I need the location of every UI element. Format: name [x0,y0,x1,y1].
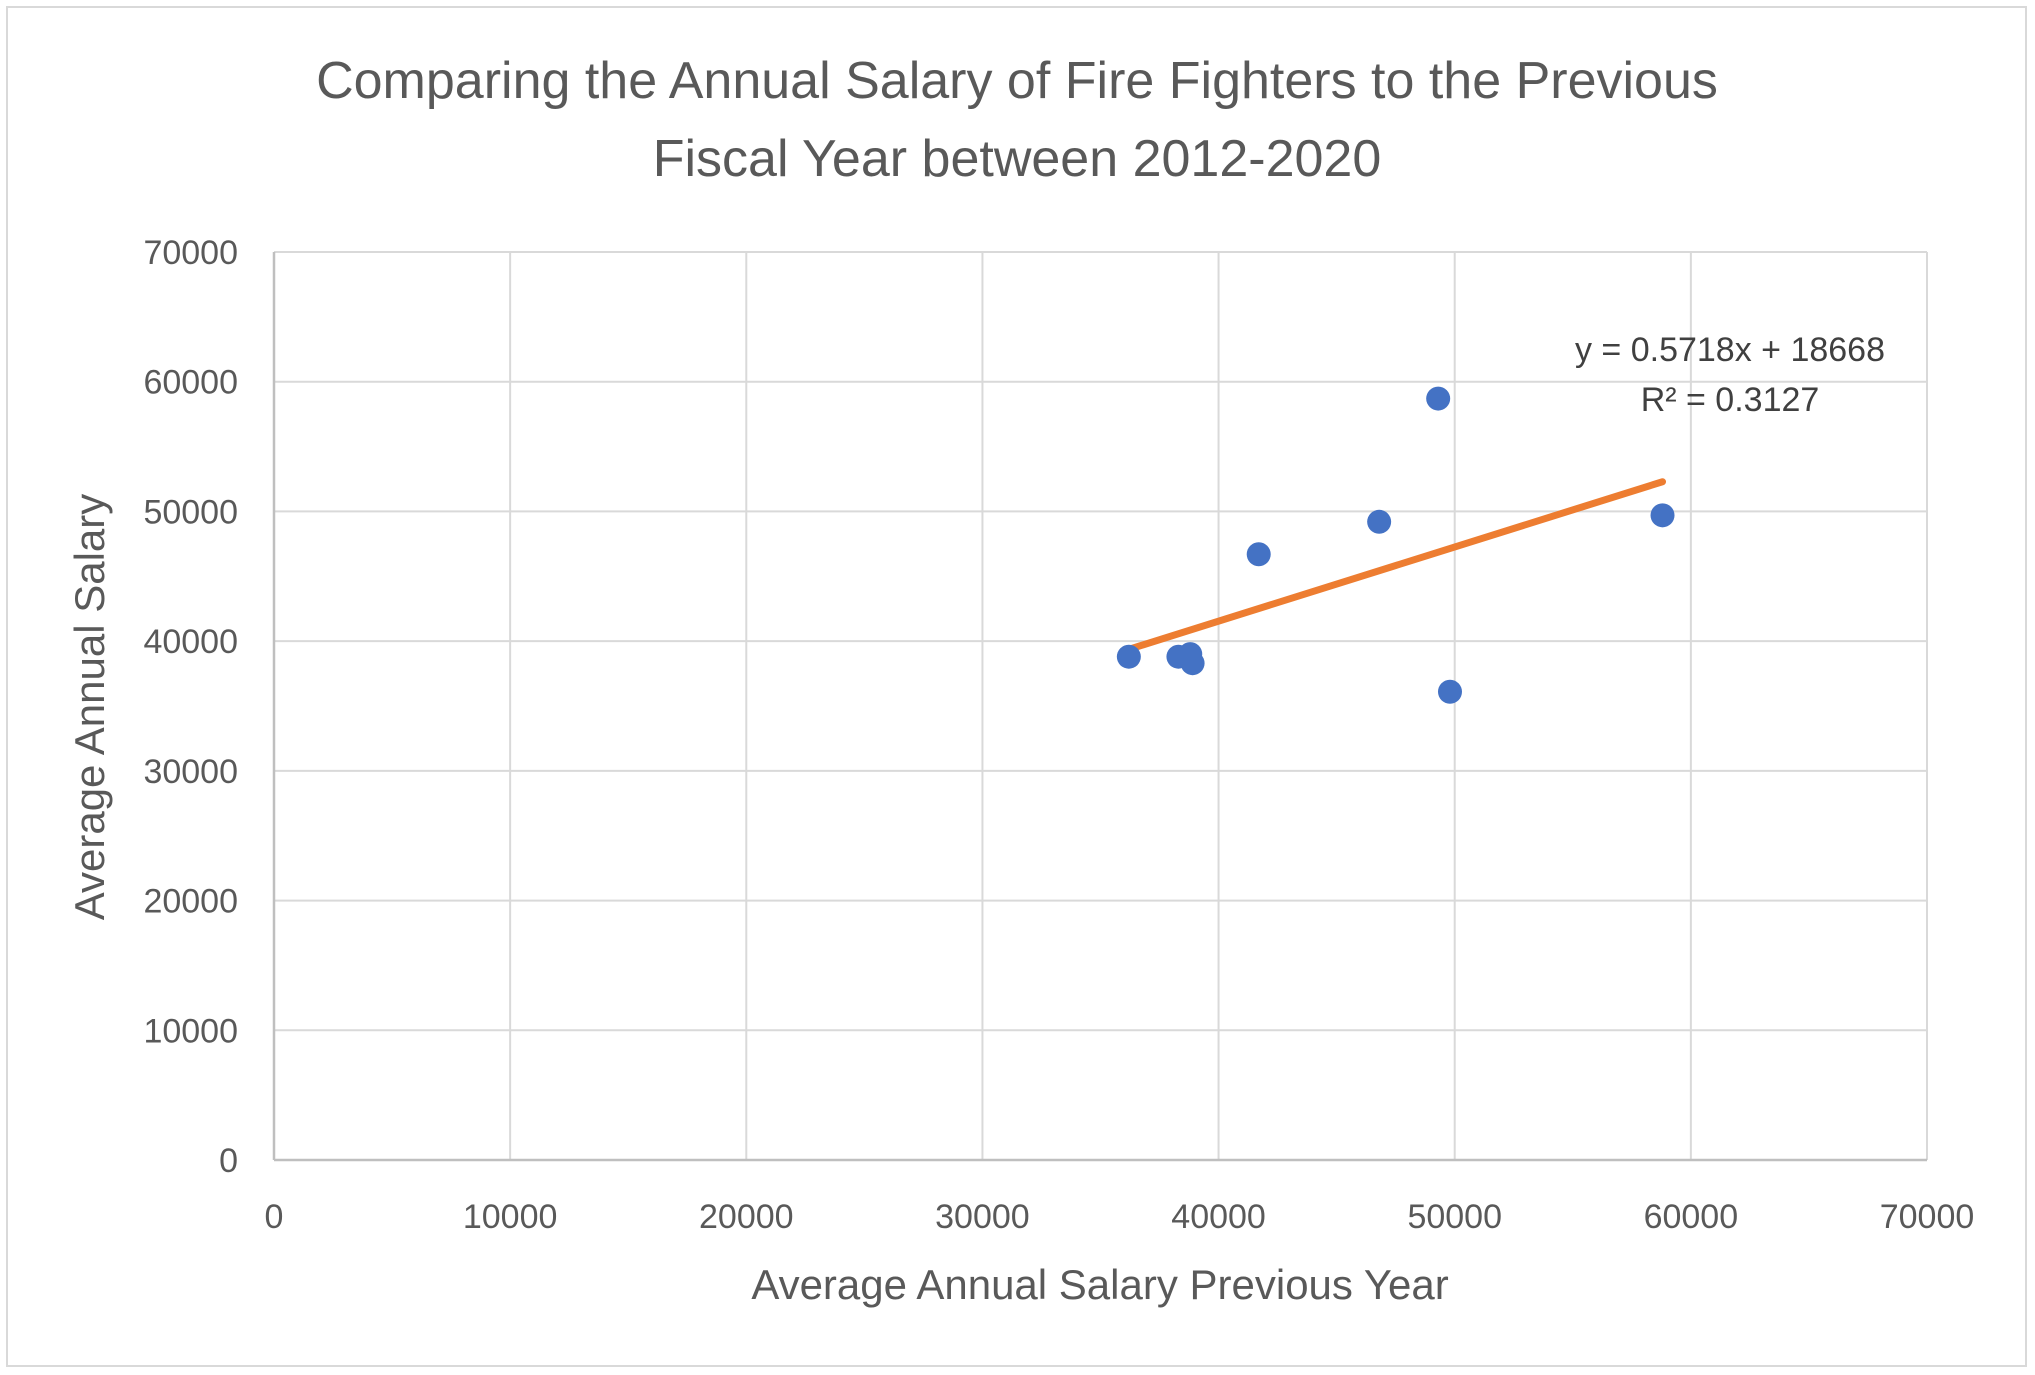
x-tick-label: 50000 [1407,1198,1502,1236]
y-tick-label: 40000 [143,623,238,661]
y-tick-label: 0 [219,1142,238,1180]
data-point [1180,651,1205,676]
x-tick-label: 40000 [1171,1198,1266,1236]
trendline-equation: y = 0.5718x + 18668 [1575,331,1885,369]
y-tick-label: 10000 [143,1012,238,1050]
x-axis-title: Average Annual Salary Previous Year [751,1261,1448,1308]
y-tick-label: 70000 [143,234,238,272]
x-tick-label: 70000 [1880,1198,1975,1236]
axes [272,252,1927,1162]
x-tick-label: 0 [265,1198,284,1236]
data-point [1437,679,1462,704]
y-axis-title: Average Annual Salary [66,494,113,921]
trendline-layer [1125,478,1667,653]
x-tick-label: 20000 [699,1198,794,1236]
x-tick-labels: 0 10000 20000 30000 40000 50000 60000 70000 [265,1198,1975,1236]
trendline-r-squared: R² = 0.3127 [1641,381,1820,419]
data-point [1116,644,1141,669]
data-points [1116,386,1675,704]
data-point [1246,542,1271,567]
y-tick-label: 60000 [143,364,238,402]
x-tick-label: 60000 [1644,1198,1739,1236]
chart-title-line-2: Fiscal Year between 2012-2020 [653,130,1382,188]
y-tick-labels: 0 10000 20000 30000 40000 50000 60000 70000 [143,234,238,1180]
y-tick-label: 20000 [143,883,238,921]
chart-title-line-1: Comparing the Annual Salary of Fire Figh… [316,52,1718,110]
x-tick-label: 30000 [935,1198,1030,1236]
data-point [1367,509,1392,534]
y-tick-label: 50000 [143,493,238,531]
y-tick-label: 30000 [143,753,238,791]
gridlines [274,251,1928,1160]
data-point [1650,503,1675,528]
x-tick-label: 10000 [463,1198,558,1236]
data-point [1426,386,1451,411]
trendline [1125,478,1667,653]
